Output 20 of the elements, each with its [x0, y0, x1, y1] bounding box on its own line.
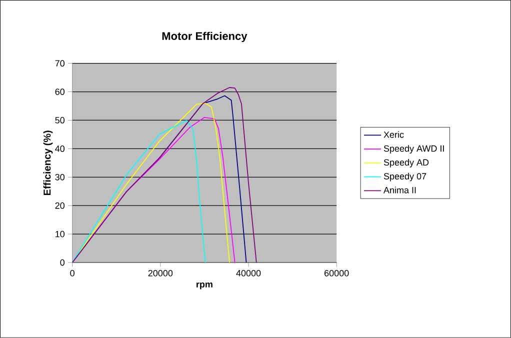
x-tick-label: 0 — [70, 270, 74, 276]
y-axis-title: Efficiency (%) — [43, 130, 53, 196]
y-tick-label: 10 — [56, 230, 65, 238]
x-tick-label: 60000 — [324, 270, 349, 276]
x-tick-label: 20000 — [148, 270, 173, 276]
x-axis-title: rpm — [196, 282, 212, 290]
y-tick-label: 20 — [55, 202, 65, 209]
y-tick-label: 40 — [55, 146, 65, 152]
y-tick-label: 30 — [55, 174, 65, 180]
legend-label: Anima II — [383, 186, 416, 194]
y-tick-label: 60 — [55, 88, 65, 96]
legend-label: Speedy AWD II — [384, 145, 444, 154]
y-tick-label: 70 — [55, 60, 65, 67]
y-tick-label: 50 — [55, 117, 65, 124]
legend-label: Xeric — [384, 131, 404, 138]
chart-title: Motor Efficiency — [162, 32, 248, 42]
y-tick-label: 0 — [60, 259, 65, 266]
legend-label: Speedy 07 — [384, 172, 426, 182]
x-tick-label: 40000 — [236, 270, 261, 276]
legend-label: Speedy AD — [384, 159, 429, 168]
